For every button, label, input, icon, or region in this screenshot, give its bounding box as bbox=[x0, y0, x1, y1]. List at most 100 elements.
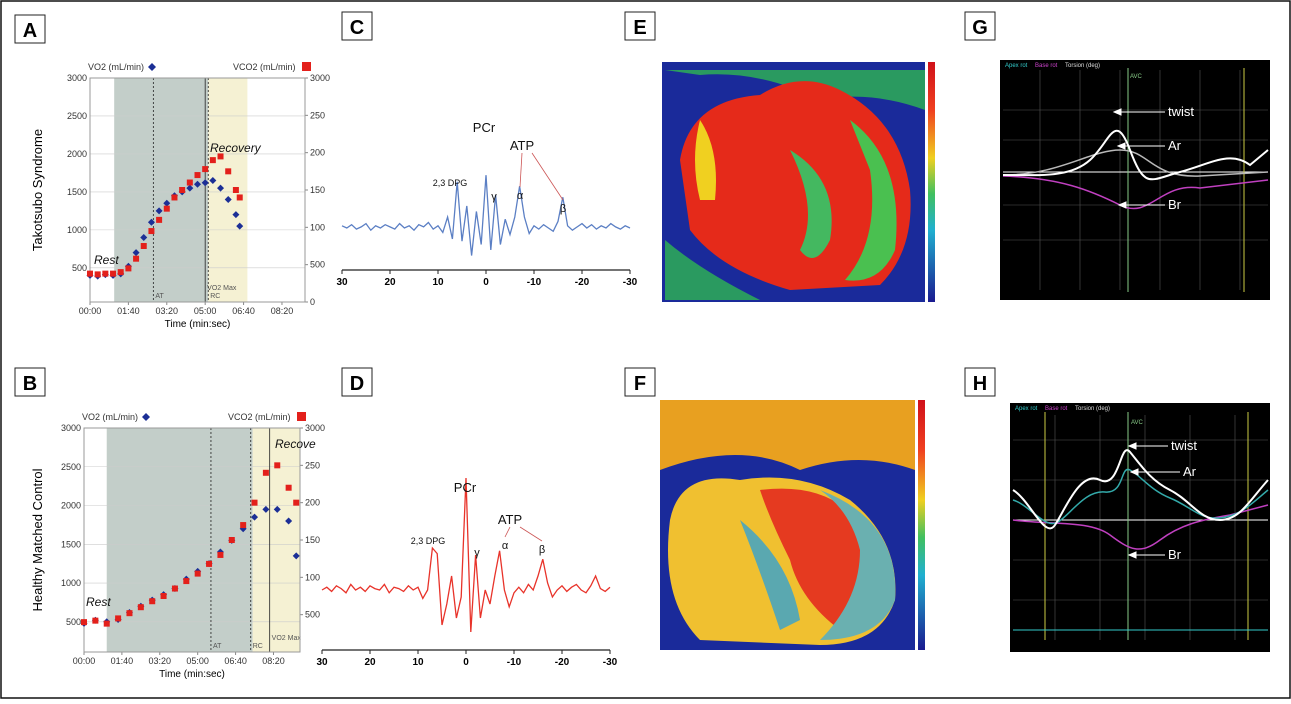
vco2-point bbox=[92, 617, 99, 624]
label-box bbox=[624, 11, 656, 41]
ar-curve bbox=[1002, 149, 1269, 177]
label-box bbox=[964, 367, 996, 397]
y-tick-label: 2500 bbox=[61, 462, 81, 472]
peak-label: 2,3 DPG bbox=[411, 536, 446, 546]
plot-frame bbox=[83, 427, 301, 653]
legend-label: Base rot bbox=[1045, 406, 1068, 412]
chart-scatter: 500 1000 1500 2000 2500 3000 500 100 150 200 250 30… bbox=[30, 412, 325, 680]
peak-label: PCr bbox=[454, 480, 477, 495]
vo2-point bbox=[155, 207, 163, 215]
arrows bbox=[1127, 442, 1180, 559]
peak-label: γ bbox=[474, 547, 480, 559]
x-tick-label: -30 bbox=[603, 657, 618, 668]
vco2-point bbox=[160, 593, 167, 599]
panel-label: E bbox=[633, 17, 646, 39]
x-tick-label: -20 bbox=[575, 277, 590, 288]
y-axis-label: Healthy Matched Control bbox=[30, 468, 45, 611]
vco2-point bbox=[140, 243, 147, 249]
pointer bbox=[519, 152, 523, 188]
annotation: Br bbox=[1168, 547, 1182, 562]
peak-label: α bbox=[502, 540, 509, 552]
vo2-point bbox=[232, 211, 240, 219]
panel-labels: A B C D E F G H bbox=[14, 11, 996, 397]
vco2-point bbox=[87, 270, 93, 277]
y-tick-label: 1500 bbox=[61, 539, 81, 549]
vco2-point bbox=[209, 157, 216, 164]
y-tick-label: 3000 bbox=[67, 73, 87, 83]
panel-label: B bbox=[23, 373, 37, 395]
vo2-point bbox=[194, 180, 201, 188]
image-region bbox=[740, 520, 800, 630]
x-tick-label: 0 bbox=[483, 277, 489, 288]
x-tick-label: -10 bbox=[527, 277, 542, 288]
legend-label: Torsion (deg) bbox=[1075, 406, 1110, 412]
legend-marker bbox=[142, 413, 150, 421]
vo2-point bbox=[132, 249, 140, 257]
vco2-point bbox=[206, 560, 213, 567]
annotation: Recove bbox=[275, 437, 316, 451]
x-tick-label: 20 bbox=[364, 657, 376, 668]
vco2-point bbox=[115, 615, 122, 622]
vco2-point bbox=[117, 269, 124, 276]
screen-bg bbox=[1000, 60, 1270, 300]
vco2-point bbox=[186, 179, 193, 186]
screen-h: Apex rot Base rot Torsion (deg) AVC twis… bbox=[1010, 403, 1270, 652]
phase-region bbox=[252, 428, 300, 652]
vco2-point bbox=[163, 205, 170, 212]
vco2-point bbox=[149, 598, 156, 605]
image-region bbox=[790, 150, 832, 258]
annotation: Br bbox=[1168, 197, 1182, 212]
legend-label: Base rot bbox=[1035, 63, 1058, 69]
x-tick-label: -10 bbox=[507, 657, 522, 668]
vco2-point bbox=[137, 604, 144, 611]
vo2-point bbox=[186, 184, 194, 192]
label-box bbox=[14, 367, 46, 397]
image-region bbox=[760, 488, 872, 630]
pointer bbox=[504, 526, 511, 538]
twist-curve bbox=[1012, 449, 1269, 530]
x-tick-label: 30 bbox=[336, 277, 348, 288]
x-tick-label: 05:00 bbox=[194, 306, 217, 316]
y-axis-label: Takotsubo Syndrome bbox=[30, 129, 45, 251]
vco2-point bbox=[293, 499, 300, 506]
image-region bbox=[660, 400, 915, 470]
x-tick-label: 10 bbox=[412, 657, 424, 668]
image-region bbox=[665, 240, 760, 300]
y-tick-label: 1000 bbox=[67, 225, 87, 235]
vco2-point bbox=[202, 166, 209, 173]
vo2-point bbox=[140, 233, 148, 241]
image-region bbox=[665, 70, 925, 110]
legend-label: VO2 (mL/min) bbox=[82, 412, 138, 422]
image-f bbox=[660, 400, 925, 650]
avc-label: AVC bbox=[1131, 420, 1144, 426]
x-tick-label: 06:40 bbox=[232, 306, 255, 316]
vco2-point bbox=[103, 620, 110, 627]
vo2-point bbox=[273, 505, 281, 513]
vo2-point bbox=[251, 513, 259, 521]
vco2-point bbox=[133, 255, 140, 262]
label-box bbox=[14, 14, 46, 44]
x-tick-label: 08:20 bbox=[271, 306, 294, 316]
vco2-point bbox=[236, 194, 243, 201]
marker-label: RC bbox=[210, 293, 220, 300]
annotation: Rest bbox=[86, 595, 111, 609]
label-box bbox=[341, 367, 373, 397]
panel-label: H bbox=[973, 373, 987, 395]
y-tick-label: 1000 bbox=[61, 578, 81, 588]
plot-frame bbox=[89, 77, 306, 303]
vo2-point bbox=[147, 218, 155, 226]
marker-label: VO2 Max bbox=[207, 285, 237, 292]
legend-marker bbox=[148, 63, 156, 71]
vco2-point bbox=[110, 270, 117, 277]
panel-label: A bbox=[23, 20, 37, 42]
x-tick-label: 0 bbox=[463, 657, 469, 668]
x-axis-label: Time (min:sec) bbox=[159, 669, 225, 680]
peak-label: α bbox=[517, 190, 524, 202]
y2-tick-label: 3000 bbox=[305, 423, 325, 433]
vco2-point bbox=[262, 469, 269, 476]
legend-label: VCO2 (mL/min) bbox=[233, 62, 296, 72]
x-axis-label: Time (min:sec) bbox=[165, 319, 231, 330]
x-tick-label: 00:00 bbox=[79, 306, 102, 316]
pointer bbox=[519, 526, 543, 542]
